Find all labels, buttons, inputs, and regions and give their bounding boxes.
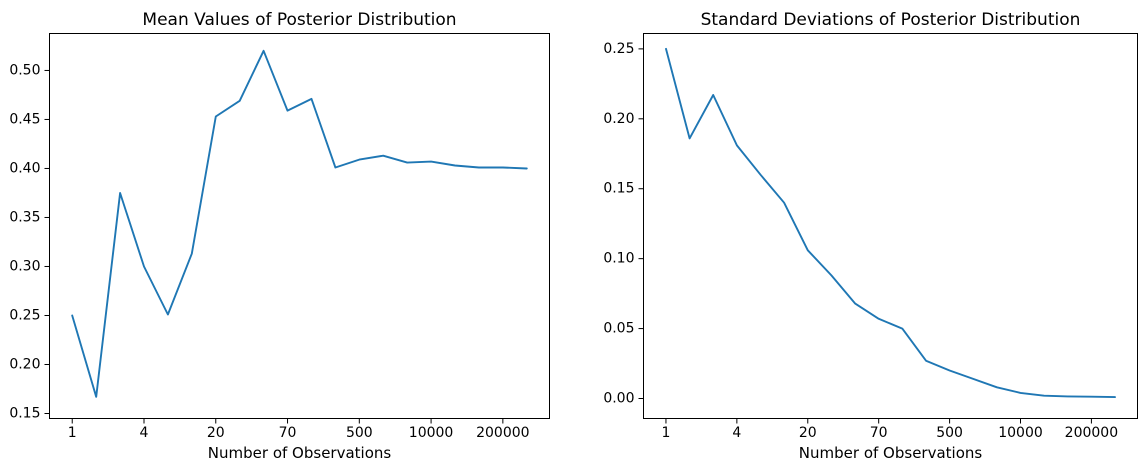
y-tick-label: 0.30 xyxy=(9,258,40,274)
y-tick-label: 0.25 xyxy=(9,307,40,323)
x-tick-label: 10000 xyxy=(998,425,1043,441)
y-tick-label: 0.50 xyxy=(9,62,40,78)
x-tick-label: 1 xyxy=(661,425,670,441)
plot-border xyxy=(49,33,550,419)
y-tick-label: 0.00 xyxy=(603,391,634,407)
x-tick-label: 70 xyxy=(870,425,888,441)
y-tick-label: 0.20 xyxy=(603,111,634,127)
data-series-line-posterior-std xyxy=(665,47,1116,399)
y-tick-label: 0.35 xyxy=(9,209,40,225)
x-tick-label: 200000 xyxy=(1065,425,1118,441)
plot-border xyxy=(643,33,1138,419)
x-axis-label: Number of Observations xyxy=(799,444,983,462)
y-tick-label: 0.25 xyxy=(603,41,634,57)
x-tick-label: 20 xyxy=(799,425,817,441)
chart-title: Standard Deviations of Posterior Distrib… xyxy=(701,10,1081,30)
x-tick-label: 500 xyxy=(936,425,963,441)
y-tick-label: 0.45 xyxy=(9,111,40,127)
x-tick-label: 4 xyxy=(140,425,149,441)
y-tick-label: 0.40 xyxy=(9,160,40,176)
y-tick-label: 0.05 xyxy=(603,321,634,337)
y-tick-label: 0.15 xyxy=(603,181,634,197)
y-tick-label: 0.15 xyxy=(9,406,40,422)
x-tick-label: 70 xyxy=(279,425,297,441)
x-tick-label: 20 xyxy=(207,425,225,441)
x-axis-label: Number of Observations xyxy=(208,444,392,462)
x-tick-label: 200000 xyxy=(476,425,529,441)
data-series-line-posterior-mean xyxy=(71,49,528,398)
y-tick-label: 0.20 xyxy=(9,356,40,372)
x-tick-label: 500 xyxy=(346,425,373,441)
y-tick-label: 0.10 xyxy=(603,251,634,267)
subplot-posterior-mean: 0.15 0.20 0.25 0.30 0.35 0.40 0.45 0.50 1 4 20 70 50… xyxy=(9,10,550,462)
x-tick-label: 4 xyxy=(732,425,741,441)
chart-title: Mean Values of Posterior Distribution xyxy=(142,10,456,30)
x-tick-label: 1 xyxy=(68,425,77,441)
subplot-posterior-std: 0.00 0.05 0.10 0.15 0.20 0.25 1 4 20 70 500 10000 20… xyxy=(603,10,1138,462)
x-tick-label: 10000 xyxy=(409,425,454,441)
